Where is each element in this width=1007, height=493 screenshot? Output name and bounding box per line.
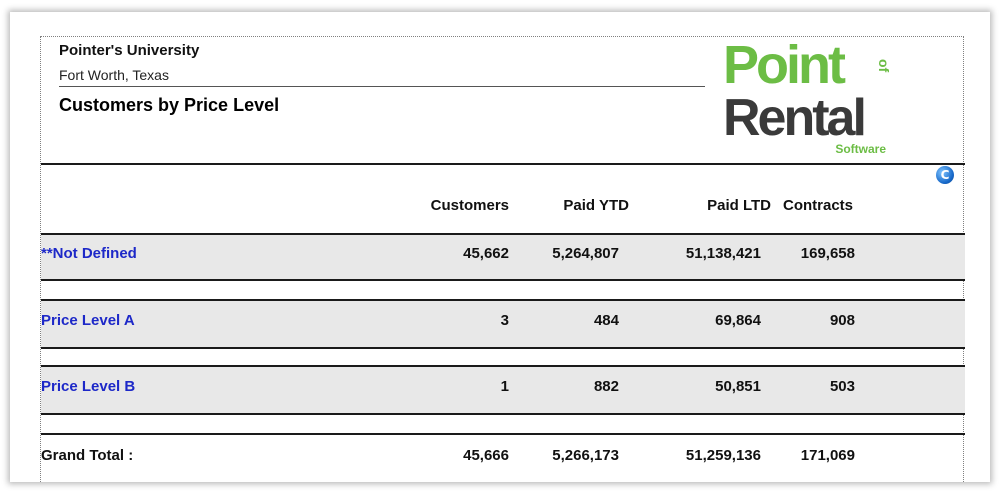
cell-contracts: 503 — [829, 378, 855, 395]
header-rule — [41, 163, 965, 165]
cell-paid-ytd: 484 — [593, 312, 619, 329]
report-page: Pointer's University Fort Worth, Texas C… — [40, 36, 965, 482]
total-contracts: 171,069 — [800, 447, 855, 464]
row-label-price-level-a[interactable]: Price Level A — [41, 312, 135, 329]
header-divider — [59, 86, 705, 87]
point-of-rental-logo: Point of Rental Software — [723, 37, 892, 156]
col-header-paid-ltd: Paid LTD — [707, 197, 771, 214]
row-label-price-level-b[interactable]: Price Level B — [41, 378, 136, 395]
cell-paid-ytd: 5,264,807 — [552, 245, 619, 262]
cell-paid-ytd: 882 — [593, 378, 619, 395]
grand-total-label: Grand Total : — [41, 447, 134, 464]
logo-point-text: Point — [723, 37, 846, 95]
total-rule — [41, 433, 965, 435]
cell-customers: 3 — [500, 312, 509, 329]
total-paid-ytd: 5,266,173 — [552, 447, 619, 464]
table-row — [41, 233, 965, 281]
col-header-customers: Customers — [430, 197, 509, 214]
cell-customers: 1 — [500, 378, 509, 395]
total-paid-ltd: 51,259,136 — [685, 447, 761, 464]
cell-paid-ltd: 69,864 — [715, 312, 761, 329]
cell-paid-ltd: 50,851 — [715, 378, 761, 395]
company-city: Fort Worth, Texas — [59, 67, 169, 83]
report-viewer: Pointer's University Fort Worth, Texas C… — [10, 12, 990, 482]
refresh-icon[interactable]: C — [936, 166, 954, 184]
cell-contracts: 908 — [829, 312, 855, 329]
col-header-paid-ytd: Paid YTD — [563, 197, 629, 214]
report-title: Customers by Price Level — [59, 95, 280, 115]
row-label-not-defined[interactable]: **Not Defined — [41, 245, 137, 262]
total-customers: 45,666 — [463, 447, 509, 464]
logo-rental-text: Rental — [723, 89, 864, 147]
table-row — [41, 365, 965, 415]
logo-of-text: of — [876, 59, 892, 73]
cell-paid-ltd: 51,138,421 — [685, 245, 761, 262]
cell-customers: 45,662 — [463, 245, 509, 262]
col-header-contracts: Contracts — [783, 197, 854, 214]
cell-contracts: 169,658 — [800, 245, 855, 262]
logo-software-text: Software — [835, 142, 886, 156]
table-row — [41, 299, 965, 349]
company-name: Pointer's University — [59, 42, 200, 59]
